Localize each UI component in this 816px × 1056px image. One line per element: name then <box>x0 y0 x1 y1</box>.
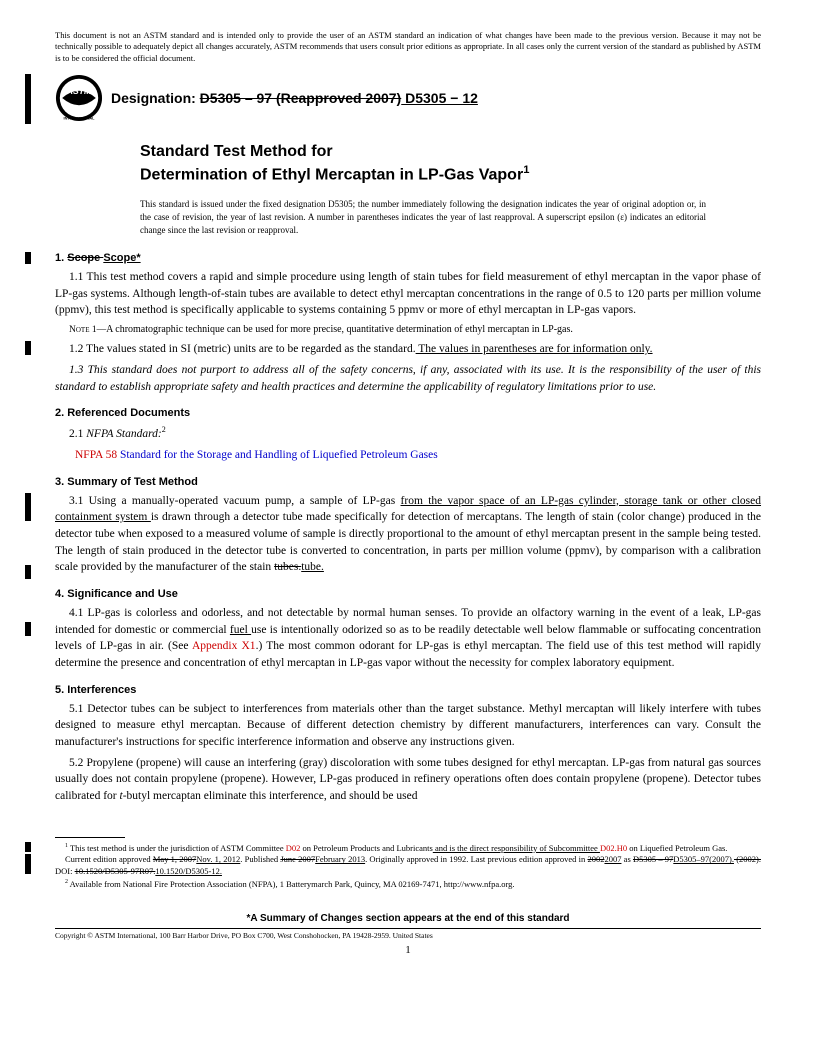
title-block: Standard Test Method for Determination o… <box>140 142 761 186</box>
section-1-head: 1. Scope Scope* <box>55 252 761 264</box>
subcommittee-link[interactable]: D02.H0 <box>600 843 627 853</box>
note-1: Note 1—A chromatographic technique can b… <box>55 323 761 337</box>
astm-logo: ASTM INTERNATIONAL <box>55 74 103 122</box>
summary-changes-note: *A Summary of Changes section appears at… <box>55 913 761 924</box>
change-bar <box>25 341 31 355</box>
designation-new: D5305 − 12 <box>401 90 478 106</box>
para-4-1-insert: fuel <box>230 624 251 636</box>
change-bar <box>25 854 31 874</box>
nfpa-ref: NFPA 58 Standard for the Storage and Han… <box>75 447 761 464</box>
disclaimer-text: This document is not an ASTM standard an… <box>55 30 761 64</box>
para-1-3: 1.3 This standard does not purport to ad… <box>55 362 761 395</box>
change-bar <box>25 493 31 521</box>
section-2-head: 2. Referenced Documents <box>55 407 761 419</box>
committee-link[interactable]: D02 <box>286 843 301 853</box>
footnote-2: 2 Available from National Fire Protectio… <box>55 878 761 891</box>
change-bar <box>25 842 31 852</box>
footnote-1: 1 This test method is under the jurisdic… <box>55 842 761 855</box>
change-bar <box>25 74 31 124</box>
designation-label: Designation: <box>111 90 200 106</box>
svg-text:ASTM: ASTM <box>66 87 92 97</box>
title-line2: Determination of Ethyl Mercaptan in LP-G… <box>140 163 761 186</box>
svg-text:INTERNATIONAL: INTERNATIONAL <box>64 117 96 121</box>
para-2-1: 2.1 NFPA Standard:2 <box>55 424 761 443</box>
change-bar <box>25 565 31 579</box>
designation: Designation: D5305 – 97 (Reapproved 2007… <box>111 90 478 106</box>
change-bar <box>25 622 31 636</box>
copyright: Copyright © ASTM International, 100 Barr… <box>55 928 761 940</box>
title-line1: Standard Test Method for <box>140 142 761 163</box>
designation-old: D5305 – 97 (Reapproved 2007) <box>200 90 402 106</box>
header-row: ASTM INTERNATIONAL Designation: D5305 – … <box>55 74 761 122</box>
footnote-1b: Current edition approved May 1, 2007Nov.… <box>55 854 761 878</box>
title-footnote-ref: 1 <box>523 164 529 176</box>
nfpa-code-link[interactable]: NFPA 58 <box>75 449 117 461</box>
appendix-link[interactable]: Appendix X1 <box>192 640 256 652</box>
nfpa-title-link[interactable]: Standard for the Storage and Handling of… <box>117 449 438 461</box>
para-3-1-delete: tubes. <box>274 561 301 573</box>
para-3-1: 3.1 Using a manually-operated vacuum pum… <box>55 493 761 576</box>
para-1-1: 1.1 This test method covers a rapid and … <box>55 269 761 319</box>
section-4-head: 4. Significance and Use <box>55 588 761 600</box>
para-1-2-insert: The values in parentheses are for inform… <box>416 343 653 355</box>
scope-old: Scope <box>67 252 103 264</box>
scope-new: Scope* <box>103 252 140 264</box>
para-5-2: 5.2 Propylene (propene) will cause an in… <box>55 755 761 805</box>
para-1-2: 1.2 The values stated in SI (metric) uni… <box>55 341 761 358</box>
section-3-head: 3. Summary of Test Method <box>55 476 761 488</box>
para-5-1: 5.1 Detector tubes can be subject to int… <box>55 701 761 751</box>
page-number: 1 <box>55 944 761 956</box>
change-bar <box>25 252 31 264</box>
footnote-rule <box>55 837 125 838</box>
para-3-1-replace: tube. <box>301 561 324 573</box>
para-4-1: 4.1 LP-gas is colorless and odorless, an… <box>55 605 761 672</box>
issuance-note: This standard is issued under the fixed … <box>140 198 706 236</box>
section-5-head: 5. Interferences <box>55 684 761 696</box>
